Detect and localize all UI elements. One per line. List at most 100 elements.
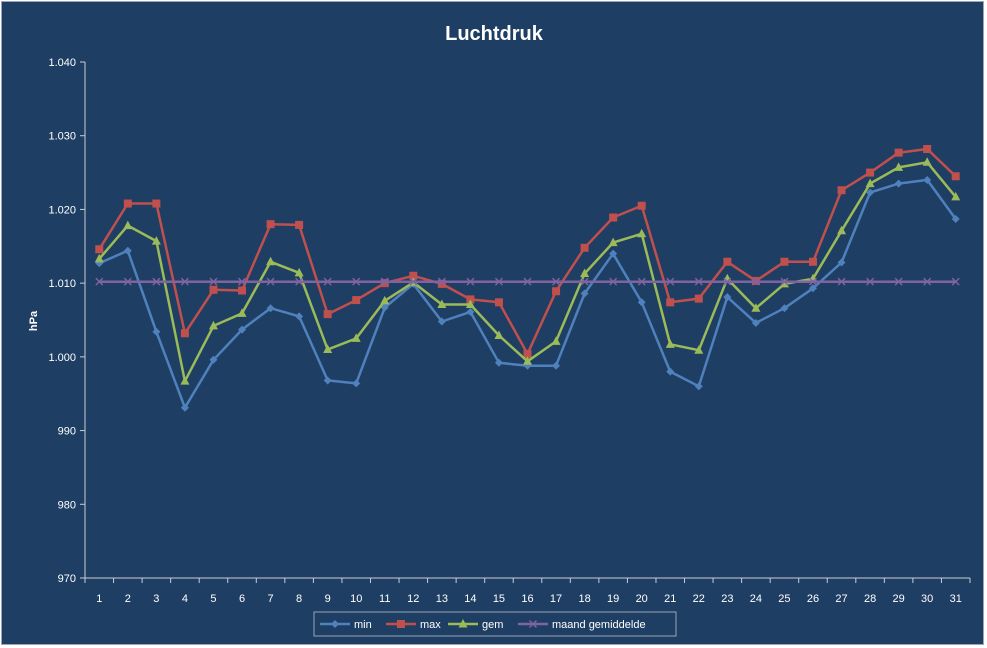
data-point-maand-gemiddelde-stroke	[238, 277, 247, 286]
x-tick-label: 26	[807, 593, 819, 605]
legend-label: max	[420, 619, 441, 631]
data-point-max	[552, 287, 561, 296]
data-point-max	[494, 298, 503, 307]
data-point-gem	[208, 320, 218, 330]
data-point-maand-gemiddelde	[266, 277, 275, 286]
data-point-min	[352, 379, 361, 388]
data-point-min	[637, 298, 646, 307]
x-tick-label: 5	[210, 593, 216, 605]
data-point-min	[580, 289, 589, 298]
x-tick-label: 12	[407, 593, 419, 605]
data-point-maand-gemiddelde-stroke	[552, 277, 561, 286]
y-tick-label: 1.000	[48, 352, 76, 364]
data-point-min	[723, 293, 732, 302]
data-point-maand-gemiddelde-stroke	[866, 277, 875, 286]
data-point-max	[266, 220, 275, 229]
data-point-maand-gemiddelde	[238, 277, 247, 286]
x-tick-label: 31	[950, 593, 962, 605]
data-point-max	[637, 201, 646, 210]
legend-label: maand gemiddelde	[552, 619, 646, 631]
x-tick-label: 3	[153, 593, 159, 605]
data-point-gem	[665, 339, 675, 348]
data-point-maand-gemiddelde	[409, 277, 418, 286]
data-point-maand-gemiddelde	[808, 277, 817, 286]
data-point-gem	[779, 278, 789, 288]
data-point-maand-gemiddelde-stroke	[694, 277, 703, 286]
data-point-min	[123, 246, 132, 255]
data-point-gem	[694, 345, 704, 354]
x-tick-label: 13	[436, 593, 448, 605]
x-tick-label: 16	[521, 593, 533, 605]
x-tick-label: 9	[325, 593, 331, 605]
data-point-min	[323, 376, 332, 385]
data-point-maand-gemiddelde-stroke	[352, 277, 361, 286]
x-tick-label: 10	[350, 593, 362, 605]
data-point-maand-gemiddelde	[494, 277, 503, 286]
data-point-maand-gemiddelde-stroke	[323, 277, 332, 286]
data-point-maand-gemiddelde-stroke	[409, 277, 418, 286]
legend-marker	[529, 620, 537, 628]
data-point-gem	[894, 162, 904, 171]
data-point-maand-gemiddelde-stroke	[894, 277, 903, 286]
data-point-gem	[294, 267, 304, 277]
x-tick-label: 28	[864, 593, 876, 605]
legend-item-max: max	[386, 619, 441, 631]
data-point-maand-gemiddelde-stroke	[951, 277, 960, 286]
data-point-maand-gemiddelde-stroke	[152, 277, 161, 286]
data-point-min	[808, 284, 817, 293]
data-point-maand-gemiddelde-stroke	[494, 277, 503, 286]
data-point-gem	[151, 236, 161, 245]
data-point-max	[466, 295, 475, 304]
y-tick-label: 1.030	[48, 131, 76, 143]
x-tick-label: 8	[296, 593, 302, 605]
x-tick-label: 24	[750, 593, 762, 605]
data-point-maand-gemiddelde-stroke	[666, 277, 675, 286]
data-point-max	[323, 310, 332, 319]
data-point-maand-gemiddelde-stroke	[266, 277, 275, 286]
data-point-max	[951, 172, 960, 181]
data-point-max	[152, 199, 161, 208]
data-point-maand-gemiddelde	[437, 277, 446, 286]
data-point-maand-gemiddelde	[352, 277, 361, 286]
data-point-maand-gemiddelde	[466, 277, 475, 286]
data-point-gem	[637, 228, 647, 238]
data-point-min	[837, 258, 846, 267]
data-point-min	[466, 307, 475, 316]
data-point-min	[209, 355, 218, 364]
data-point-maand-gemiddelde-stroke	[609, 277, 618, 286]
data-point-min	[894, 179, 903, 188]
data-point-gem	[94, 253, 104, 263]
data-point-min	[437, 317, 446, 326]
x-tick-label: 2	[125, 593, 131, 605]
data-point-gem	[465, 299, 475, 309]
x-tick-label: 4	[182, 593, 188, 605]
data-point-min	[866, 188, 875, 197]
series-layer	[94, 144, 961, 412]
data-point-maand-gemiddelde-stroke	[751, 277, 760, 286]
data-point-max	[866, 168, 875, 177]
data-point-maand-gemiddelde	[951, 277, 960, 286]
data-point-maand-gemiddelde-stroke	[95, 277, 104, 286]
data-point-max	[609, 213, 618, 222]
data-point-maand-gemiddelde	[866, 277, 875, 286]
legend-marker	[458, 619, 468, 628]
data-point-gem	[523, 356, 532, 365]
data-point-max	[894, 148, 903, 157]
data-point-gem	[551, 336, 561, 345]
data-point-maand-gemiddelde	[723, 277, 732, 286]
data-point-maand-gemiddelde-stroke	[209, 277, 218, 286]
chart-title: Luchtdruk	[445, 23, 544, 45]
y-axis-label: hPa	[28, 310, 40, 331]
legend-item-gem: gem	[448, 619, 503, 631]
data-point-min	[238, 325, 247, 334]
data-point-maand-gemiddelde-stroke	[295, 277, 304, 286]
data-point-gem	[180, 376, 190, 385]
x-tick-label: 27	[835, 593, 847, 605]
x-tick-label: 29	[893, 593, 905, 605]
data-point-min	[152, 327, 161, 336]
x-tick-label: 25	[778, 593, 790, 605]
data-point-maand-gemiddelde	[95, 277, 104, 286]
data-point-maand-gemiddelde	[694, 277, 703, 286]
data-point-max	[837, 186, 846, 195]
data-point-gem	[580, 268, 590, 278]
